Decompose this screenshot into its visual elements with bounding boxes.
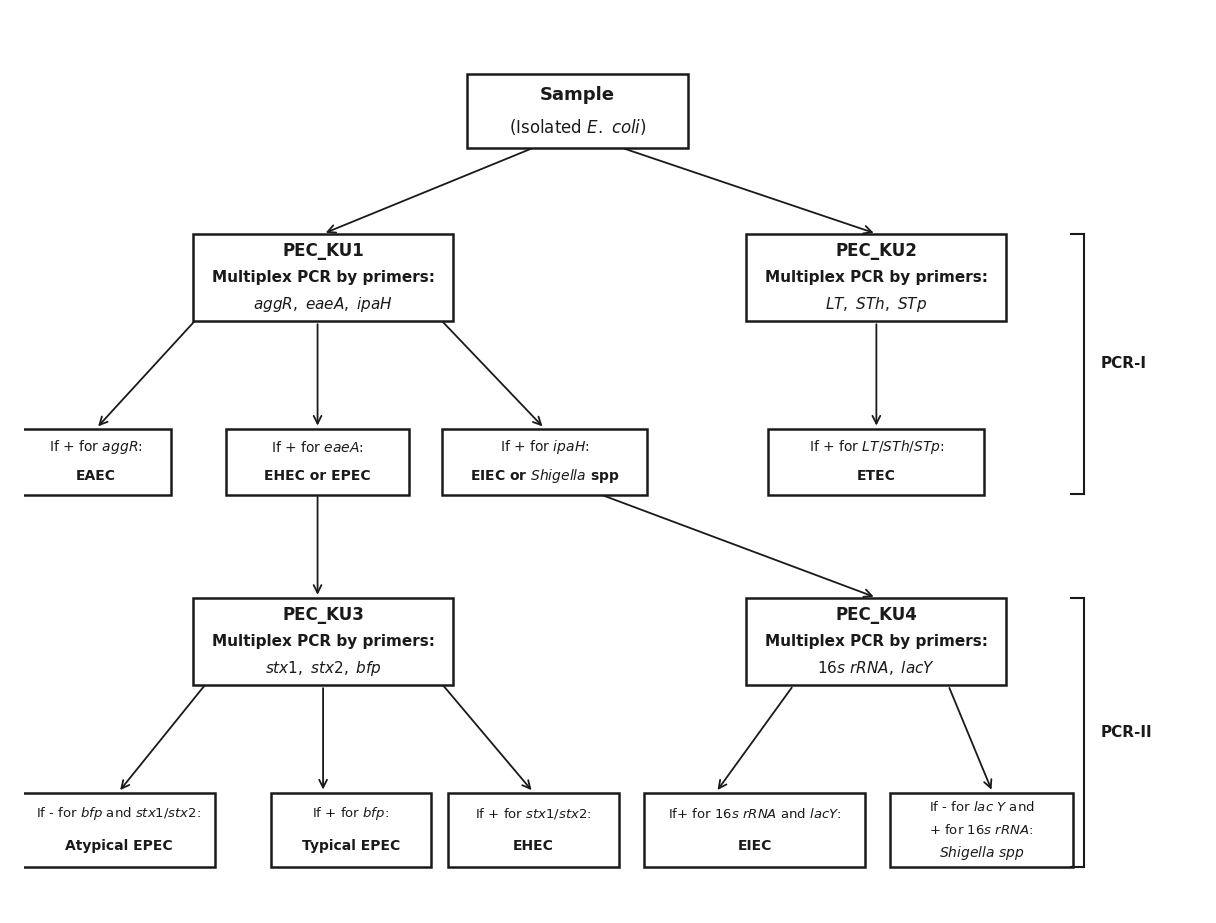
FancyBboxPatch shape xyxy=(747,234,1007,321)
Text: If + for $\mathit{eaeA}$:: If + for $\mathit{eaeA}$: xyxy=(271,440,364,455)
Text: If + for $\mathit{aggR}$:: If + for $\mathit{aggR}$: xyxy=(50,438,143,457)
FancyBboxPatch shape xyxy=(644,793,866,868)
Text: EHEC or EPEC: EHEC or EPEC xyxy=(264,469,371,483)
Text: EHEC: EHEC xyxy=(513,839,553,853)
FancyBboxPatch shape xyxy=(193,598,454,685)
Text: PEC_KU4: PEC_KU4 xyxy=(835,605,917,624)
FancyBboxPatch shape xyxy=(467,74,688,149)
Text: PEC_KU3: PEC_KU3 xyxy=(282,605,364,624)
Text: Atypical EPEC: Atypical EPEC xyxy=(64,839,173,853)
Text: If + for $\mathit{stx1/stx2}$:: If + for $\mathit{stx1/stx2}$: xyxy=(475,807,592,821)
FancyBboxPatch shape xyxy=(747,598,1007,685)
Text: $\mathit{aggR,\ eaeA,\ ipaH}$: $\mathit{aggR,\ eaeA,\ ipaH}$ xyxy=(253,294,393,314)
FancyBboxPatch shape xyxy=(193,234,454,321)
Text: ETEC: ETEC xyxy=(857,469,896,483)
Text: EAEC: EAEC xyxy=(77,469,117,483)
FancyBboxPatch shape xyxy=(769,429,984,495)
Text: If + for $\mathit{ipaH}$:: If + for $\mathit{ipaH}$: xyxy=(500,438,590,457)
FancyBboxPatch shape xyxy=(443,429,647,495)
FancyBboxPatch shape xyxy=(226,429,409,495)
Text: $\mathit{stx1,\ stx2,\ bfp}$: $\mathit{stx1,\ stx2,\ bfp}$ xyxy=(265,658,382,677)
FancyBboxPatch shape xyxy=(22,793,215,868)
FancyBboxPatch shape xyxy=(22,429,171,495)
Text: Multiplex PCR by primers:: Multiplex PCR by primers: xyxy=(212,270,434,285)
Text: If+ for $\mathit{16s\ rRNA}$ and $\mathit{lacY}$:: If+ for $\mathit{16s\ rRNA}$ and $\mathi… xyxy=(668,807,841,821)
Text: PEC_KU1: PEC_KU1 xyxy=(282,242,364,260)
Text: Typical EPEC: Typical EPEC xyxy=(302,839,400,853)
Text: PEC_KU2: PEC_KU2 xyxy=(835,242,917,260)
FancyBboxPatch shape xyxy=(270,793,430,868)
FancyBboxPatch shape xyxy=(447,793,619,868)
Text: EIEC or $\mathit{Shigella}$ spp: EIEC or $\mathit{Shigella}$ spp xyxy=(469,467,619,485)
Text: Multiplex PCR by primers:: Multiplex PCR by primers: xyxy=(765,270,987,285)
Text: If - for $\mathit{bfp}$ and $\mathit{stx1/stx2}$:: If - for $\mathit{bfp}$ and $\mathit{stx… xyxy=(35,805,201,822)
FancyBboxPatch shape xyxy=(890,793,1073,868)
Text: EIEC: EIEC xyxy=(737,839,772,853)
Text: $\mathit{Shigella\ spp}$: $\mathit{Shigella\ spp}$ xyxy=(939,844,1024,861)
Text: PCR-I: PCR-I xyxy=(1100,356,1147,371)
Text: If + for $\mathit{bfp}$:: If + for $\mathit{bfp}$: xyxy=(313,805,389,822)
Text: Sample: Sample xyxy=(540,86,615,103)
Text: $\mathit{16s\ rRNA,\ lacY}$: $\mathit{16s\ rRNA,\ lacY}$ xyxy=(817,659,935,677)
Text: If + for $\mathit{LT/STh/STp}$:: If + for $\mathit{LT/STh/STp}$: xyxy=(809,438,944,457)
Text: Multiplex PCR by primers:: Multiplex PCR by primers: xyxy=(212,634,434,649)
Text: PCR-II: PCR-II xyxy=(1100,725,1153,739)
Text: Multiplex PCR by primers:: Multiplex PCR by primers: xyxy=(765,634,987,649)
Text: If - for $\mathit{lac\ Y}$ and: If - for $\mathit{lac\ Y}$ and xyxy=(929,800,1035,814)
Text: $\mathit{LT,\ STh,\ STp}$: $\mathit{LT,\ STh,\ STp}$ xyxy=(826,294,928,314)
Text: + for $\mathit{16s\ rRNA}$:: + for $\mathit{16s\ rRNA}$: xyxy=(929,823,1034,837)
Text: (Isolated $\mathit{E.\ coli}$): (Isolated $\mathit{E.\ coli}$) xyxy=(508,117,647,138)
